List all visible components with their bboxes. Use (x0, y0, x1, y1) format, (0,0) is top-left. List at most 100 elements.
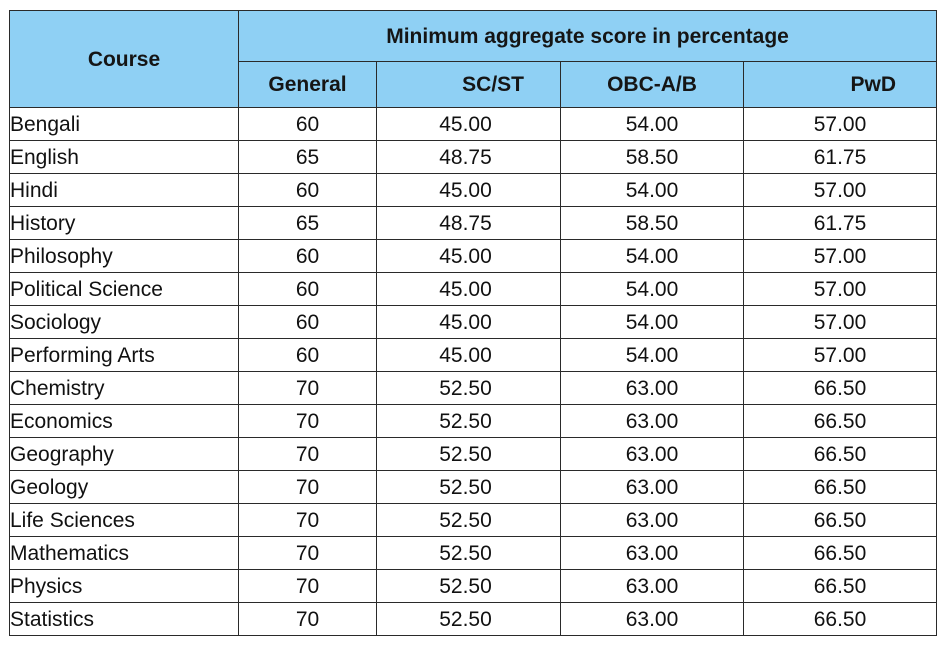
general-score-cell: 65 (238, 206, 377, 240)
general-column-header: General (238, 61, 377, 108)
course-cell: Geography (9, 437, 239, 471)
general-score-cell: 70 (238, 536, 377, 570)
obc-score-cell: 54.00 (560, 107, 744, 141)
obc-score-cell: 63.00 (560, 536, 744, 570)
header-row-top: Course Minimum aggregate score in percen… (9, 10, 938, 108)
table-body: Bengali 60 45.00 54.00 57.00 English 65 48.75 58… (9, 107, 938, 636)
obc-score-cell: 63.00 (560, 470, 744, 504)
pwd-score-cell: 57.00 (742, 173, 938, 207)
scst-score-cell: 52.50 (376, 437, 561, 471)
table-row: Bengali 60 45.00 54.00 57.00 (9, 107, 938, 141)
scst-score-cell: 48.75 (376, 206, 561, 240)
scst-score-cell: 52.50 (376, 404, 561, 438)
scst-column-header: SC/ST (376, 61, 561, 108)
course-column-header: Course (9, 10, 239, 108)
table-row: Mathematics 70 52.50 63.00 66.50 (9, 536, 938, 570)
pwd-score-cell: 66.50 (742, 437, 938, 471)
pwd-score-cell: 61.75 (742, 140, 938, 174)
general-score-cell: 60 (238, 107, 377, 141)
course-cell: Chemistry (9, 371, 239, 405)
course-cell: Mathematics (9, 536, 239, 570)
obc-score-cell: 54.00 (560, 173, 744, 207)
table-row: History 65 48.75 58.50 61.75 (9, 206, 938, 240)
course-cell: Bengali (9, 107, 239, 141)
obc-score-cell: 63.00 (560, 371, 744, 405)
pwd-score-cell: 57.00 (742, 338, 938, 372)
general-score-cell: 70 (238, 602, 377, 636)
header-row-sub: General SC/ST OBC-A/B PwD (10, 61, 938, 108)
obc-score-cell: 54.00 (560, 239, 744, 273)
scst-score-cell: 45.00 (376, 239, 561, 273)
table-row: Sociology 60 45.00 54.00 57.00 (9, 305, 938, 339)
pwd-score-cell: 66.50 (742, 371, 938, 405)
table-row: English 65 48.75 58.50 61.75 (9, 140, 938, 174)
course-cell: Statistics (9, 602, 239, 636)
pwd-score-cell: 66.50 (742, 470, 938, 504)
general-score-cell: 70 (238, 371, 377, 405)
general-score-cell: 65 (238, 140, 377, 174)
course-cell: Life Sciences (9, 503, 239, 537)
course-cell: History (9, 206, 239, 240)
obc-score-cell: 58.50 (560, 140, 744, 174)
course-cell: Geology (9, 470, 239, 504)
course-cell: Performing Arts (9, 338, 239, 372)
scst-score-cell: 52.50 (376, 602, 561, 636)
general-score-cell: 60 (238, 173, 377, 207)
scst-score-cell: 45.00 (376, 338, 561, 372)
course-cell: Hindi (9, 173, 239, 207)
scst-score-cell: 45.00 (376, 107, 561, 141)
course-cell: English (9, 140, 239, 174)
general-score-cell: 60 (238, 305, 377, 339)
scst-score-cell: 52.50 (376, 503, 561, 537)
pwd-score-cell: 66.50 (742, 536, 938, 570)
obc-score-cell: 63.00 (560, 569, 744, 603)
obc-score-cell: 54.00 (560, 338, 744, 372)
table-row: Life Sciences 70 52.50 63.00 66.50 (9, 503, 938, 537)
table-row: Economics 70 52.50 63.00 66.50 (9, 404, 938, 438)
scst-score-cell: 45.00 (376, 173, 561, 207)
table-row: Chemistry 70 52.50 63.00 66.50 (9, 371, 938, 405)
obc-score-cell: 54.00 (560, 272, 744, 306)
obc-score-cell: 54.00 (560, 305, 744, 339)
pwd-score-cell: 66.50 (742, 404, 938, 438)
course-cell: Philosophy (9, 239, 239, 273)
scst-score-cell: 52.50 (376, 536, 561, 570)
general-score-cell: 60 (238, 272, 377, 306)
table-row: Performing Arts 60 45.00 54.00 57.00 (9, 338, 938, 372)
general-score-cell: 60 (238, 239, 377, 273)
general-score-cell: 60 (238, 338, 377, 372)
score-table: Course Minimum aggregate score in percen… (9, 10, 938, 636)
general-score-cell: 70 (238, 437, 377, 471)
pwd-score-cell: 66.50 (742, 569, 938, 603)
obc-column-header: OBC-A/B (560, 61, 744, 108)
table-row: Philosophy 60 45.00 54.00 57.00 (9, 239, 938, 273)
score-group-header: Minimum aggregate score in percentage (237, 10, 938, 62)
scst-score-cell: 52.50 (376, 371, 561, 405)
table-row: Hindi 60 45.00 54.00 57.00 (9, 173, 938, 207)
scst-score-cell: 52.50 (376, 569, 561, 603)
course-cell: Sociology (9, 305, 239, 339)
obc-score-cell: 63.00 (560, 404, 744, 438)
pwd-score-cell: 57.00 (742, 107, 938, 141)
pwd-score-cell: 61.75 (742, 206, 938, 240)
pwd-score-cell: 66.50 (742, 602, 938, 636)
general-score-cell: 70 (238, 569, 377, 603)
obc-score-cell: 63.00 (560, 437, 744, 471)
course-cell: Political Science (9, 272, 239, 306)
general-score-cell: 70 (238, 404, 377, 438)
obc-score-cell: 63.00 (560, 602, 744, 636)
table-row: Geology 70 52.50 63.00 66.50 (9, 470, 938, 504)
pwd-score-cell: 66.50 (742, 503, 938, 537)
scst-score-cell: 45.00 (376, 305, 561, 339)
pwd-score-cell: 57.00 (742, 305, 938, 339)
table-row: Geography 70 52.50 63.00 66.50 (9, 437, 938, 471)
general-score-cell: 70 (238, 470, 377, 504)
scst-score-cell: 45.00 (376, 272, 561, 306)
table-header: Course Minimum aggregate score in percen… (9, 10, 938, 108)
scst-score-cell: 52.50 (376, 470, 561, 504)
pwd-score-cell: 57.00 (742, 239, 938, 273)
table-row: Political Science 60 45.00 54.00 57.00 (9, 272, 938, 306)
pwd-score-cell: 57.00 (742, 272, 938, 306)
table-row: Physics 70 52.50 63.00 66.50 (9, 569, 938, 603)
